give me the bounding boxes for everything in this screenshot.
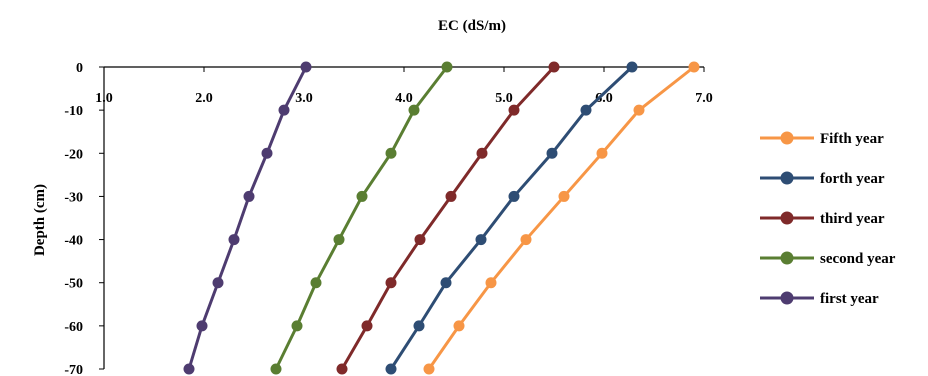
data-point-fifth-year [485, 277, 497, 289]
x-tick-label: 5.0 [495, 91, 513, 106]
legend-label: third year [820, 211, 885, 227]
data-point-first-year [261, 147, 273, 159]
data-point-fifth-year [423, 363, 435, 375]
data-point-forth-year [508, 190, 520, 202]
data-point-third-year [445, 190, 457, 202]
y-tick-label: -10 [64, 104, 83, 119]
y-tick-label: -60 [64, 320, 83, 335]
legend-label: first year [820, 291, 879, 307]
series-line-third-year [340, 65, 556, 370]
data-point-third-year [548, 61, 560, 73]
data-point-first-year [243, 190, 255, 202]
data-point-third-year [508, 104, 520, 116]
series-second-year [270, 61, 453, 375]
y-tick-label: -50 [64, 277, 83, 292]
data-point-second-year [270, 363, 282, 375]
data-point-forth-year [385, 363, 397, 375]
data-point-second-year [408, 104, 420, 116]
data-point-second-year [291, 320, 303, 332]
legend-swatch-marker [780, 131, 794, 145]
series-third-year [336, 61, 560, 375]
data-point-third-year [414, 234, 426, 246]
legend-item-forth-year: forth year [760, 171, 885, 187]
data-point-third-year [336, 363, 348, 375]
x-tick-label: 1.0 [95, 91, 113, 106]
legend-item-second-year: second year [760, 251, 896, 267]
data-point-first-year [196, 320, 208, 332]
series-line-fifth-year [427, 65, 695, 370]
y-tick-label: -40 [64, 234, 83, 249]
data-point-third-year [385, 277, 397, 289]
y-tick-label: -20 [64, 147, 83, 162]
legend-label: Fifth year [820, 131, 884, 147]
x-tick-label: 4.0 [395, 91, 413, 106]
series-first-year [183, 61, 312, 375]
data-point-forth-year [440, 277, 452, 289]
data-point-forth-year [626, 61, 638, 73]
series-forth-year [385, 61, 638, 375]
data-point-second-year [333, 234, 345, 246]
data-point-first-year [212, 277, 224, 289]
legend-swatch-marker [780, 251, 794, 265]
data-point-fifth-year [596, 147, 608, 159]
data-point-first-year [300, 61, 312, 73]
legend-item-fifth-year: Fifth year [760, 131, 884, 147]
data-point-fifth-year [688, 61, 700, 73]
series-line-second-year [274, 66, 449, 370]
data-point-first-year [278, 104, 290, 116]
data-point-second-year [310, 277, 322, 289]
legend-label: forth year [820, 171, 885, 187]
data-point-fifth-year [558, 190, 570, 202]
legend-item-third-year: third year [760, 211, 885, 227]
data-point-fifth-year [520, 234, 532, 246]
data-point-fifth-year [453, 320, 465, 332]
data-point-second-year [385, 147, 397, 159]
data-point-forth-year [475, 234, 487, 246]
data-point-third-year [476, 147, 488, 159]
series-fifth-year [423, 61, 700, 375]
data-point-first-year [228, 234, 240, 246]
data-point-second-year [356, 190, 368, 202]
data-point-forth-year [580, 104, 592, 116]
x-tick-label: 6.0 [595, 91, 613, 106]
series-line-forth-year [389, 65, 634, 370]
series-line-first-year [187, 66, 308, 370]
y-tick-label: 0 [76, 61, 83, 76]
legend-swatch-marker [780, 291, 794, 305]
y-axis-label: Depth (cm) [32, 184, 48, 256]
data-point-forth-year [546, 147, 558, 159]
data-point-fifth-year [633, 104, 645, 116]
data-point-forth-year [413, 320, 425, 332]
data-point-second-year [441, 61, 453, 73]
data-point-third-year [361, 320, 373, 332]
data-point-first-year [183, 363, 195, 375]
legend-label: second year [820, 251, 896, 267]
legend-item-first-year: first year [760, 291, 879, 307]
x-tick-label: 3.0 [295, 91, 313, 106]
chart-title: EC (dS/m) [438, 18, 506, 34]
y-tick-label: -70 [64, 363, 83, 376]
legend-swatch-marker [780, 171, 794, 185]
x-tick-label: 7.0 [695, 91, 713, 106]
y-tick-label: -30 [64, 190, 83, 205]
x-tick-label: 2.0 [195, 91, 213, 106]
legend-swatch-marker [780, 211, 794, 225]
